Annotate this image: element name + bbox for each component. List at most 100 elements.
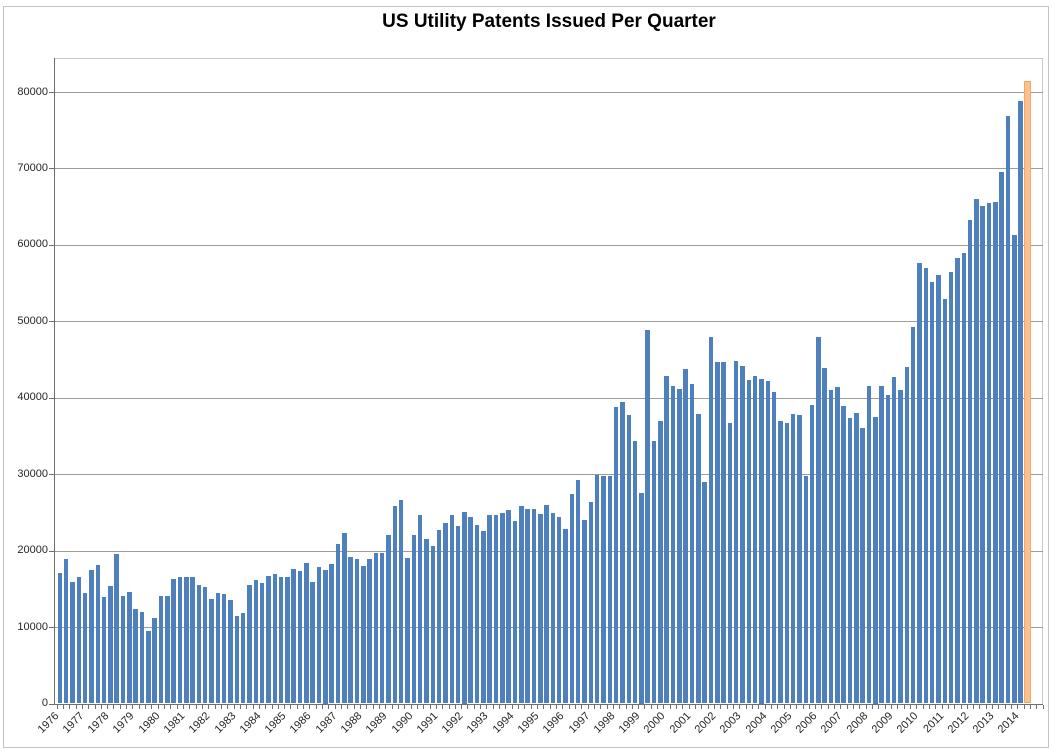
bar [158, 596, 164, 704]
bar [715, 361, 720, 704]
quarter-tick [113, 704, 115, 709]
quarter-tick [391, 704, 393, 709]
quarter-tick [258, 704, 260, 709]
bar [999, 172, 1004, 704]
quarter-tick [802, 704, 804, 709]
bar [613, 406, 619, 704]
bar [980, 205, 985, 704]
bar [411, 534, 417, 704]
quarter-tick [233, 704, 235, 709]
y-axis-tick [49, 550, 54, 552]
quarter-tick [1042, 704, 1044, 709]
quarter-tick [840, 704, 842, 709]
bar [398, 500, 404, 704]
quarter-tick [347, 704, 349, 709]
quarter-tick [853, 704, 855, 709]
bar [563, 529, 568, 704]
quarter-tick [164, 704, 166, 709]
bar [139, 611, 145, 704]
quarter-tick [739, 704, 741, 709]
quarter-tick [998, 704, 1000, 709]
quarter-tick [587, 704, 589, 709]
plot-area [54, 58, 1043, 705]
quarter-tick [220, 704, 222, 709]
bar [500, 513, 505, 704]
bar [822, 367, 827, 704]
quarter-tick [284, 704, 286, 709]
bar [670, 385, 676, 704]
quarter-tick [865, 704, 867, 709]
bar [76, 577, 82, 704]
bar [778, 420, 783, 704]
quarter-tick [442, 704, 444, 709]
y-axis-tick-label: 40000 [17, 391, 48, 404]
quarter-tick [783, 704, 785, 709]
bar [860, 428, 865, 704]
bar [329, 563, 334, 704]
quarter-tick [568, 704, 570, 709]
bar [386, 534, 391, 704]
quarter-tick [416, 704, 418, 709]
bar [342, 533, 347, 704]
y-axis-tick [49, 321, 54, 323]
y-axis-tick-label: 30000 [17, 467, 48, 480]
bar [259, 582, 265, 704]
bar [955, 257, 960, 704]
quarter-tick [650, 704, 652, 709]
bar [512, 520, 518, 704]
y-axis-tick-label: 80000 [17, 85, 48, 98]
quarter-tick [966, 704, 968, 709]
quarter-tick [555, 704, 557, 709]
quarter-tick [1017, 704, 1019, 709]
bar [639, 493, 644, 704]
quarter-tick [644, 704, 646, 709]
bar [316, 567, 322, 704]
quarter-tick [423, 704, 425, 709]
quarter-tick [107, 704, 109, 709]
bar [291, 568, 296, 704]
bar [209, 598, 214, 704]
quarter-tick [574, 704, 576, 709]
quarter-tick [157, 704, 159, 709]
quarter-tick [751, 704, 753, 709]
quarter-tick [132, 704, 134, 709]
bar [784, 422, 790, 704]
quarter-tick [732, 704, 734, 709]
quarter-tick [682, 704, 684, 709]
quarter-tick [859, 704, 861, 709]
bar [847, 418, 853, 704]
gridline [55, 474, 1043, 476]
quarter-tick [62, 704, 64, 709]
bar [993, 202, 998, 704]
quarter-tick [1023, 704, 1025, 709]
y-axis-tick-label: 20000 [17, 544, 48, 557]
quarter-tick [360, 704, 362, 709]
bar [234, 616, 240, 704]
bar [449, 515, 454, 704]
bar [82, 593, 88, 704]
bar [335, 543, 341, 704]
bar [645, 330, 650, 704]
bar [752, 376, 758, 704]
bar [651, 440, 657, 704]
bar [1012, 234, 1017, 704]
gridline [55, 321, 1043, 323]
bar [974, 199, 979, 704]
bar [879, 386, 884, 704]
bar [961, 253, 967, 704]
quarter-tick [669, 704, 671, 709]
quarter-tick [701, 704, 703, 709]
quarter-tick [265, 704, 267, 709]
plot-top-border [55, 58, 1043, 59]
y-axis-line [54, 58, 55, 704]
quarter-tick [499, 704, 501, 709]
quarter-tick [992, 704, 994, 709]
bar [936, 274, 941, 704]
bar [487, 515, 492, 704]
bar [733, 361, 739, 704]
quarter-tick [707, 704, 709, 709]
bar [601, 476, 606, 704]
bar-highlighted-current-quarter [1023, 81, 1032, 704]
bar [146, 630, 151, 704]
